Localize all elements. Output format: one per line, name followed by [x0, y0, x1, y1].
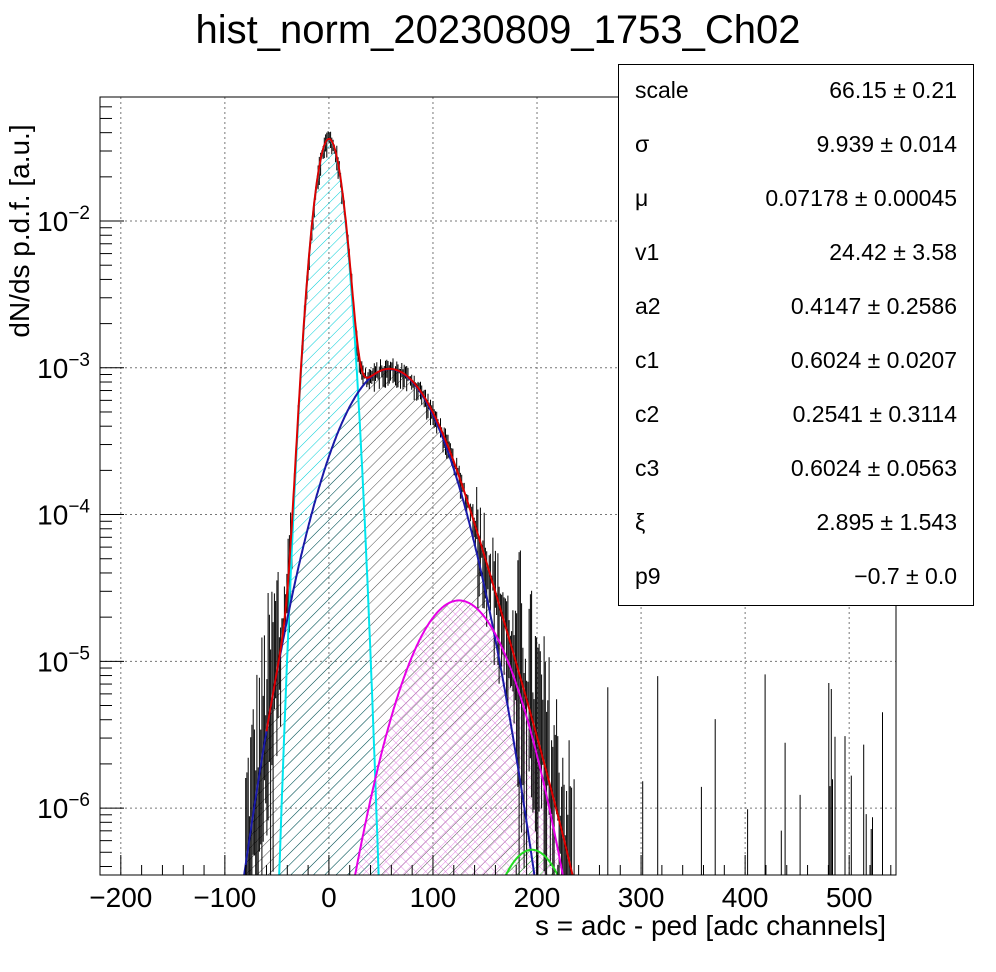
stat-value: 0.4147 ± 0.2586	[790, 293, 957, 319]
x-tick-label: −100	[193, 882, 256, 913]
stat-name: scale	[635, 77, 689, 103]
x-tick-label: 0	[321, 882, 337, 913]
y-axis-label: dN/ds p.d.f. [a.u.]	[4, 124, 35, 338]
stat-value: 0.6024 ± 0.0207	[790, 347, 957, 373]
stat-row: ξ 2.895 ± 1.543	[619, 497, 973, 551]
stat-name: a2	[635, 293, 661, 319]
stat-value: 0.2541 ± 0.3114	[792, 401, 957, 427]
component-curve-magenta	[354, 599, 564, 875]
x-tick-label: −200	[89, 882, 152, 913]
stat-row: p9 −0.7 ± 0.0	[619, 551, 973, 605]
stat-name: σ	[635, 131, 650, 157]
chart-title: hist_norm_20230809_1753_Ch02	[195, 8, 801, 52]
x-axis-label: s = adc - ped [adc channels]	[535, 910, 886, 941]
y-tick-label: 10−4	[37, 497, 90, 531]
x-tick-label: 500	[826, 882, 873, 913]
x-tick-label: 100	[410, 882, 457, 913]
stat-row: c2 0.2541 ± 0.3114	[619, 389, 973, 443]
stat-row: a2 0.4147 ± 0.2586	[619, 281, 973, 335]
stat-value: −0.7 ± 0.0	[854, 563, 957, 589]
stat-name: c1	[635, 347, 660, 373]
stat-row: v1 24.42 ± 3.58	[619, 227, 973, 281]
stat-row: c1 0.6024 ± 0.0207	[619, 335, 973, 389]
stat-value: 0.6024 ± 0.0563	[790, 455, 957, 481]
y-tick-label: 10−5	[37, 643, 90, 677]
stat-name: ξ	[635, 509, 646, 535]
x-tick-label: 200	[514, 882, 561, 913]
stat-value: 24.42 ± 3.58	[829, 239, 957, 265]
stat-name: v1	[635, 239, 660, 265]
stat-row: scale 66.15 ± 0.21	[619, 65, 973, 119]
y-tick-label: 10−3	[37, 350, 90, 384]
stat-value: 66.15 ± 0.21	[829, 77, 957, 103]
y-tick-label: 10−6	[37, 790, 90, 824]
stat-value: 9.939 ± 0.014	[816, 131, 957, 157]
stat-value: 2.895 ± 1.543	[816, 509, 957, 535]
stat-row: μ 0.07178 ± 0.00045	[619, 173, 973, 227]
stat-name: c2	[635, 401, 660, 427]
stat-row: c3 0.6024 ± 0.0563	[619, 443, 973, 497]
stat-row: σ 9.939 ± 0.014	[619, 119, 973, 173]
y-tick-label: 10−2	[37, 203, 90, 237]
x-tick-label: 400	[722, 882, 769, 913]
component-curve-green	[504, 848, 559, 875]
stat-value: 0.07178 ± 0.00045	[765, 185, 957, 211]
stat-name: μ	[635, 185, 649, 211]
fit-statistics-box: scale 66.15 ± 0.21 σ 9.939 ± 0.014 μ 0.07178 …	[618, 64, 974, 606]
stat-name: p9	[635, 563, 661, 589]
x-tick-label: 300	[618, 882, 665, 913]
stat-name: c3	[635, 455, 660, 481]
total-fit-curve	[265, 137, 574, 875]
